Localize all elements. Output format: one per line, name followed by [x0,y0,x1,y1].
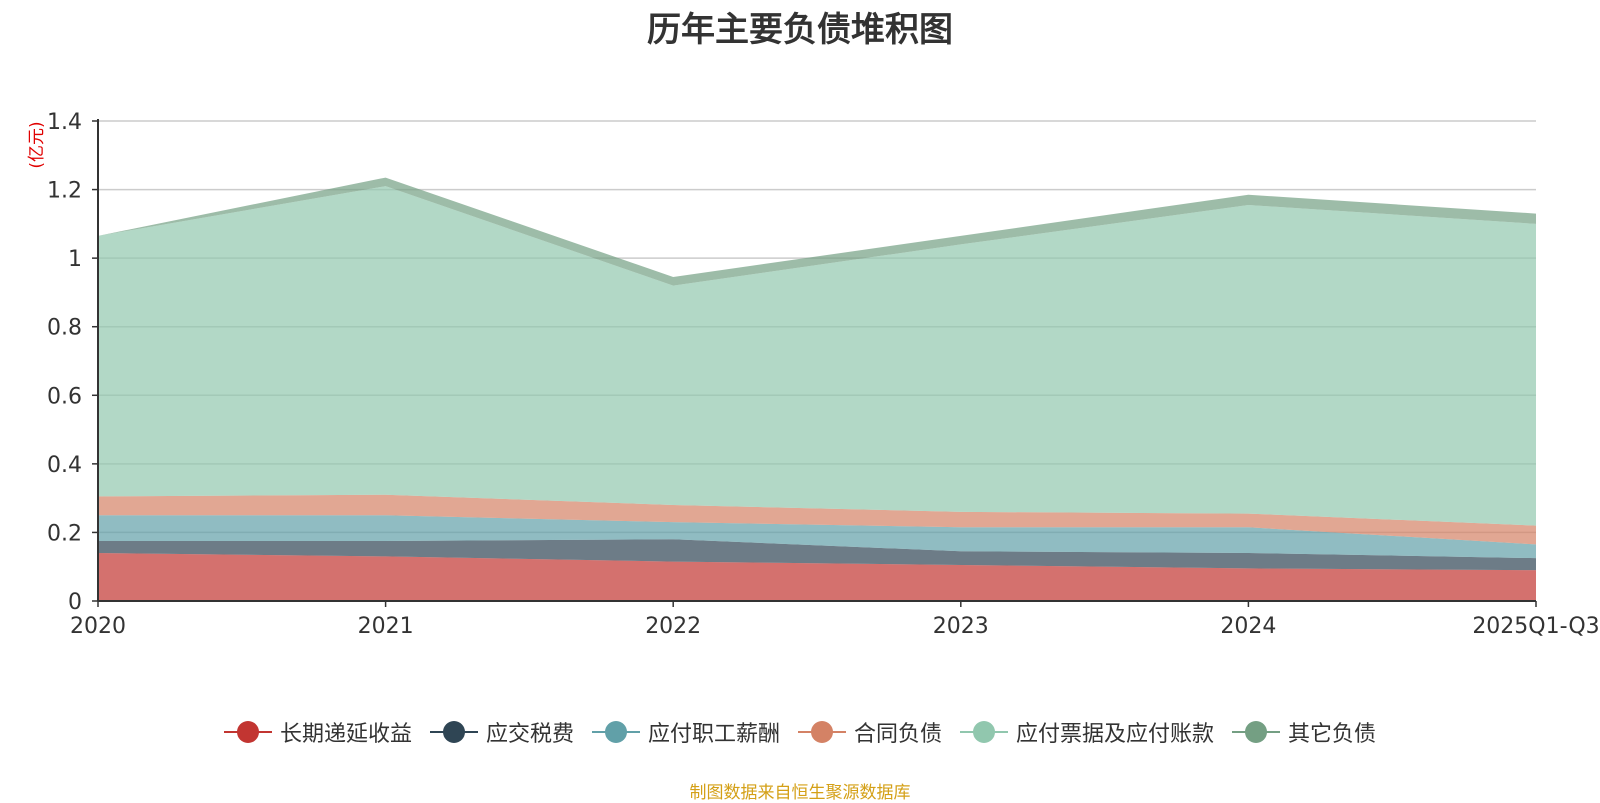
x-tick-label: 2022 [645,614,701,639]
legend-label: 合同负债 [854,722,943,747]
legend-label: 应付职工薪酬 [647,722,780,747]
y-tick-label: 1.2 [47,179,82,204]
legend-marker-icon [223,719,272,745]
area-series-3 [98,494,1536,545]
y-tick-label: 0.8 [47,316,82,341]
y-tick-label: 1 [68,247,82,272]
legend-item[interactable]: 长期递延收益 [223,716,412,748]
legend-label: 应付票据及应付账款 [1016,722,1215,747]
legend-marker-icon [429,719,478,745]
area-series-0 [98,553,1536,601]
area-series-1 [98,539,1536,571]
x-tick-label: 2023 [933,614,989,639]
legend-item[interactable]: 合同负债 [798,716,942,748]
legend-label: 其它负债 [1288,722,1377,747]
legend-item[interactable]: 应付票据及应付账款 [960,716,1214,748]
area-series-2 [98,515,1536,559]
area-series-5 [98,177,1536,286]
legend-item[interactable]: 应交税费 [429,716,574,748]
x-tick-label: 2021 [358,614,414,639]
area-series-4 [98,186,1536,526]
x-tick-label: 2020 [70,614,126,639]
legend-label: 应交税费 [485,722,574,747]
y-tick-label: 0.4 [47,453,82,478]
stacked-areas [98,177,1536,601]
legend-marker-icon [798,719,846,745]
source-note: 制图数据来自恒生聚源数据库 [689,783,911,803]
legend-marker-icon [591,719,640,745]
legend-label: 长期递延收益 [279,722,412,747]
chart-title: 历年主要负债堆积图 [647,10,953,50]
y-tick-label: 1.4 [47,110,82,135]
y-tick-label: 0.2 [47,521,82,546]
axes: 0 0.2 0.4 0.6 0.8 1 1.2 1.4 2020 2021 2022 2023 2024… [47,110,1600,639]
y-tick-label: 0.6 [47,384,82,409]
legend-item[interactable]: 应付职工薪酬 [591,716,780,748]
legend-item[interactable]: 其它负债 [1232,716,1376,748]
legend: 长期递延收益 应交税费 应付职工薪酬 合同负债 应付票据及应付账款 其它负债 [0,716,1600,748]
x-tick-label: 2025Q1-Q3 [1472,614,1599,639]
y-tick-label: 0 [68,590,82,615]
y-axis-label: (亿元) [27,121,47,168]
legend-marker-icon [1232,719,1281,745]
x-tick-label: 2024 [1220,614,1276,639]
legend-marker-icon [960,719,1009,745]
